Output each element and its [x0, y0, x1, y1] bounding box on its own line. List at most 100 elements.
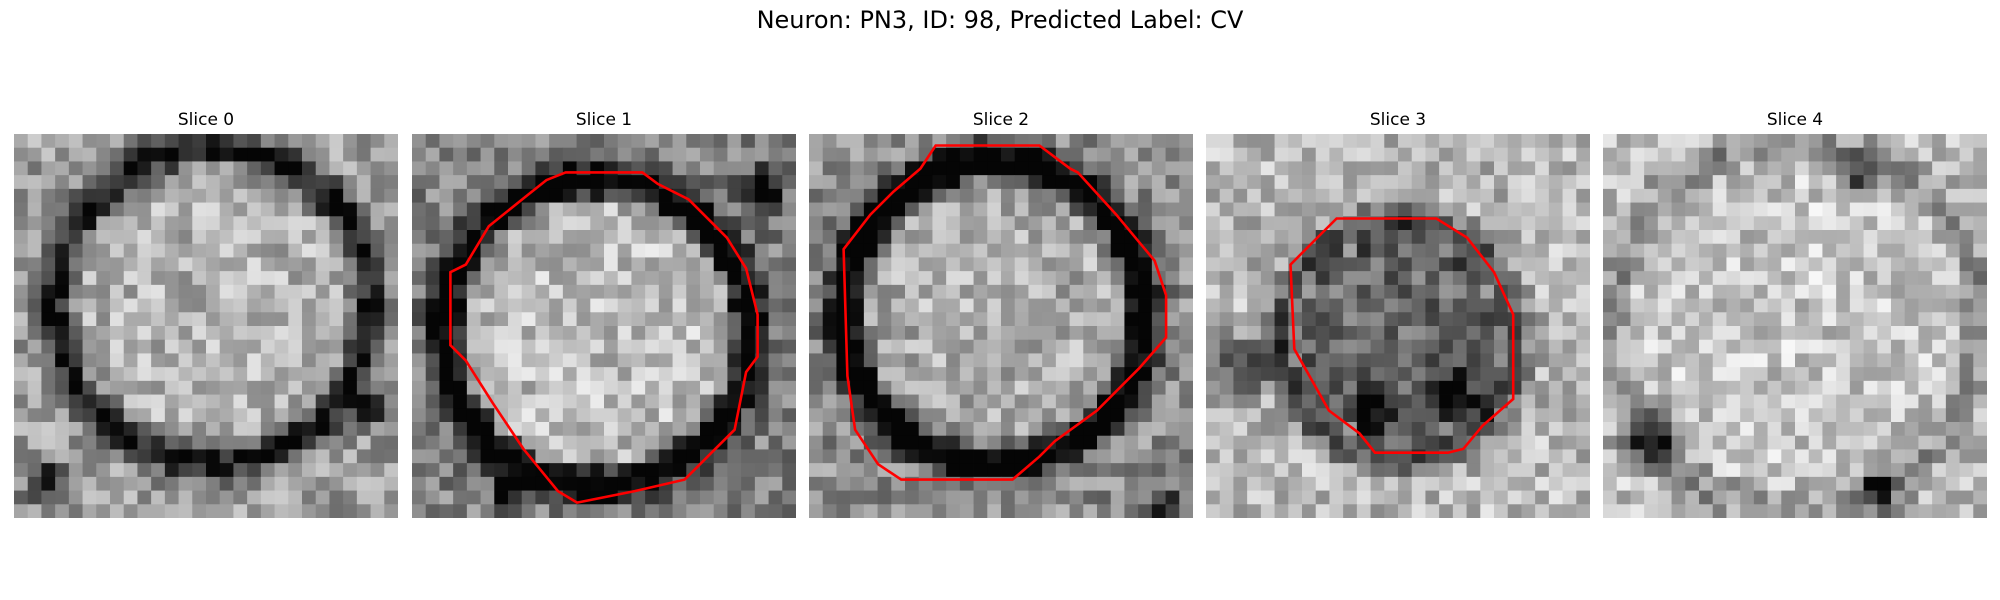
image-pixel — [645, 380, 660, 395]
image-pixel — [1288, 463, 1303, 478]
image-pixel — [700, 326, 715, 341]
image-pixel — [68, 476, 83, 491]
image-pixel — [55, 202, 70, 217]
image-pixel — [822, 463, 837, 478]
image-pixel — [959, 367, 974, 382]
image-pixel — [206, 435, 221, 450]
image-pixel — [1891, 161, 1906, 176]
image-pixel — [891, 271, 906, 286]
image-pixel — [1110, 257, 1125, 272]
image-pixel — [384, 257, 398, 272]
image-pixel — [1521, 147, 1536, 162]
image-pixel — [576, 271, 591, 286]
image-pixel — [1808, 175, 1823, 190]
image-pixel — [1274, 284, 1289, 299]
image-pixel — [822, 339, 837, 354]
image-pixel — [1973, 408, 1987, 423]
image-pixel — [549, 326, 564, 341]
image-pixel — [1753, 257, 1768, 272]
image-pixel — [1932, 339, 1947, 354]
image-pixel — [178, 394, 193, 409]
image-pixel — [1288, 326, 1303, 341]
image-pixel — [1274, 298, 1289, 313]
image-pixel — [329, 216, 344, 231]
image-pixel — [384, 175, 398, 190]
image-pixel — [932, 312, 947, 327]
image-pixel — [1891, 284, 1906, 299]
image-pixel — [1138, 134, 1153, 149]
image-pixel — [1233, 463, 1248, 478]
image-pixel — [1069, 394, 1084, 409]
image-pixel — [1494, 202, 1509, 217]
image-pixel — [959, 422, 974, 437]
image-pixel — [562, 326, 577, 341]
image-pixel — [137, 476, 152, 491]
image-pixel — [123, 339, 138, 354]
image-pixel — [41, 284, 56, 299]
image-pixel — [1494, 490, 1509, 505]
image-pixel — [590, 257, 605, 272]
image-pixel — [1712, 175, 1727, 190]
image-pixel — [700, 339, 715, 354]
image-pixel — [1315, 147, 1330, 162]
image-pixel — [1877, 257, 1892, 272]
image-pixel — [164, 175, 179, 190]
image-pixel — [1439, 243, 1454, 258]
image-pixel — [466, 202, 481, 217]
image-pixel — [700, 422, 715, 437]
image-pixel — [1329, 367, 1344, 382]
image-pixel — [1781, 257, 1796, 272]
image-pixel — [822, 504, 837, 518]
slice-title-1: Slice 1 — [575, 110, 633, 130]
image-pixel — [1001, 367, 1016, 382]
image-pixel — [1891, 188, 1906, 203]
image-pixel — [343, 188, 358, 203]
image-pixel — [562, 175, 577, 190]
image-pixel — [1959, 202, 1974, 217]
image-pixel — [1877, 271, 1892, 286]
image-pixel — [1767, 298, 1782, 313]
image-pixel — [1452, 202, 1467, 217]
image-pixel — [247, 394, 262, 409]
image-pixel — [494, 216, 509, 231]
image-pixel — [987, 230, 1002, 245]
image-pixel — [343, 271, 358, 286]
image-pixel — [1657, 353, 1672, 368]
image-pixel — [576, 408, 591, 423]
image-pixel — [1535, 463, 1550, 478]
image-pixel — [1836, 284, 1851, 299]
image-pixel — [1740, 312, 1755, 327]
image-pixel — [1795, 243, 1810, 258]
image-pixel — [82, 490, 97, 505]
image-pixel — [1466, 230, 1481, 245]
image-pixel — [164, 463, 179, 478]
image-pixel — [686, 490, 701, 505]
image-pixel — [164, 435, 179, 450]
image-pixel — [645, 463, 660, 478]
image-pixel — [1233, 216, 1248, 231]
image-pixel — [535, 422, 550, 437]
image-pixel — [782, 312, 796, 327]
image-pixel — [1179, 408, 1193, 423]
image-pixel — [768, 353, 783, 368]
image-pixel — [494, 394, 509, 409]
image-pixel — [1001, 298, 1016, 313]
image-pixel — [754, 463, 769, 478]
image-pixel — [1767, 490, 1782, 505]
image-pixel — [27, 202, 42, 217]
image-pixel — [1630, 271, 1645, 286]
image-pixel — [480, 216, 495, 231]
image-pixel — [1233, 298, 1248, 313]
image-pixel — [1795, 284, 1810, 299]
image-pixel — [1740, 243, 1755, 258]
image-pixel — [863, 175, 878, 190]
image-pixel — [178, 463, 193, 478]
image-pixel — [1644, 422, 1659, 437]
image-pixel — [905, 312, 920, 327]
image-pixel — [631, 408, 646, 423]
image-pixel — [1767, 339, 1782, 354]
image-pixel — [27, 216, 42, 231]
image-pixel — [1042, 284, 1057, 299]
image-pixel — [1165, 339, 1180, 354]
image-pixel — [14, 188, 29, 203]
